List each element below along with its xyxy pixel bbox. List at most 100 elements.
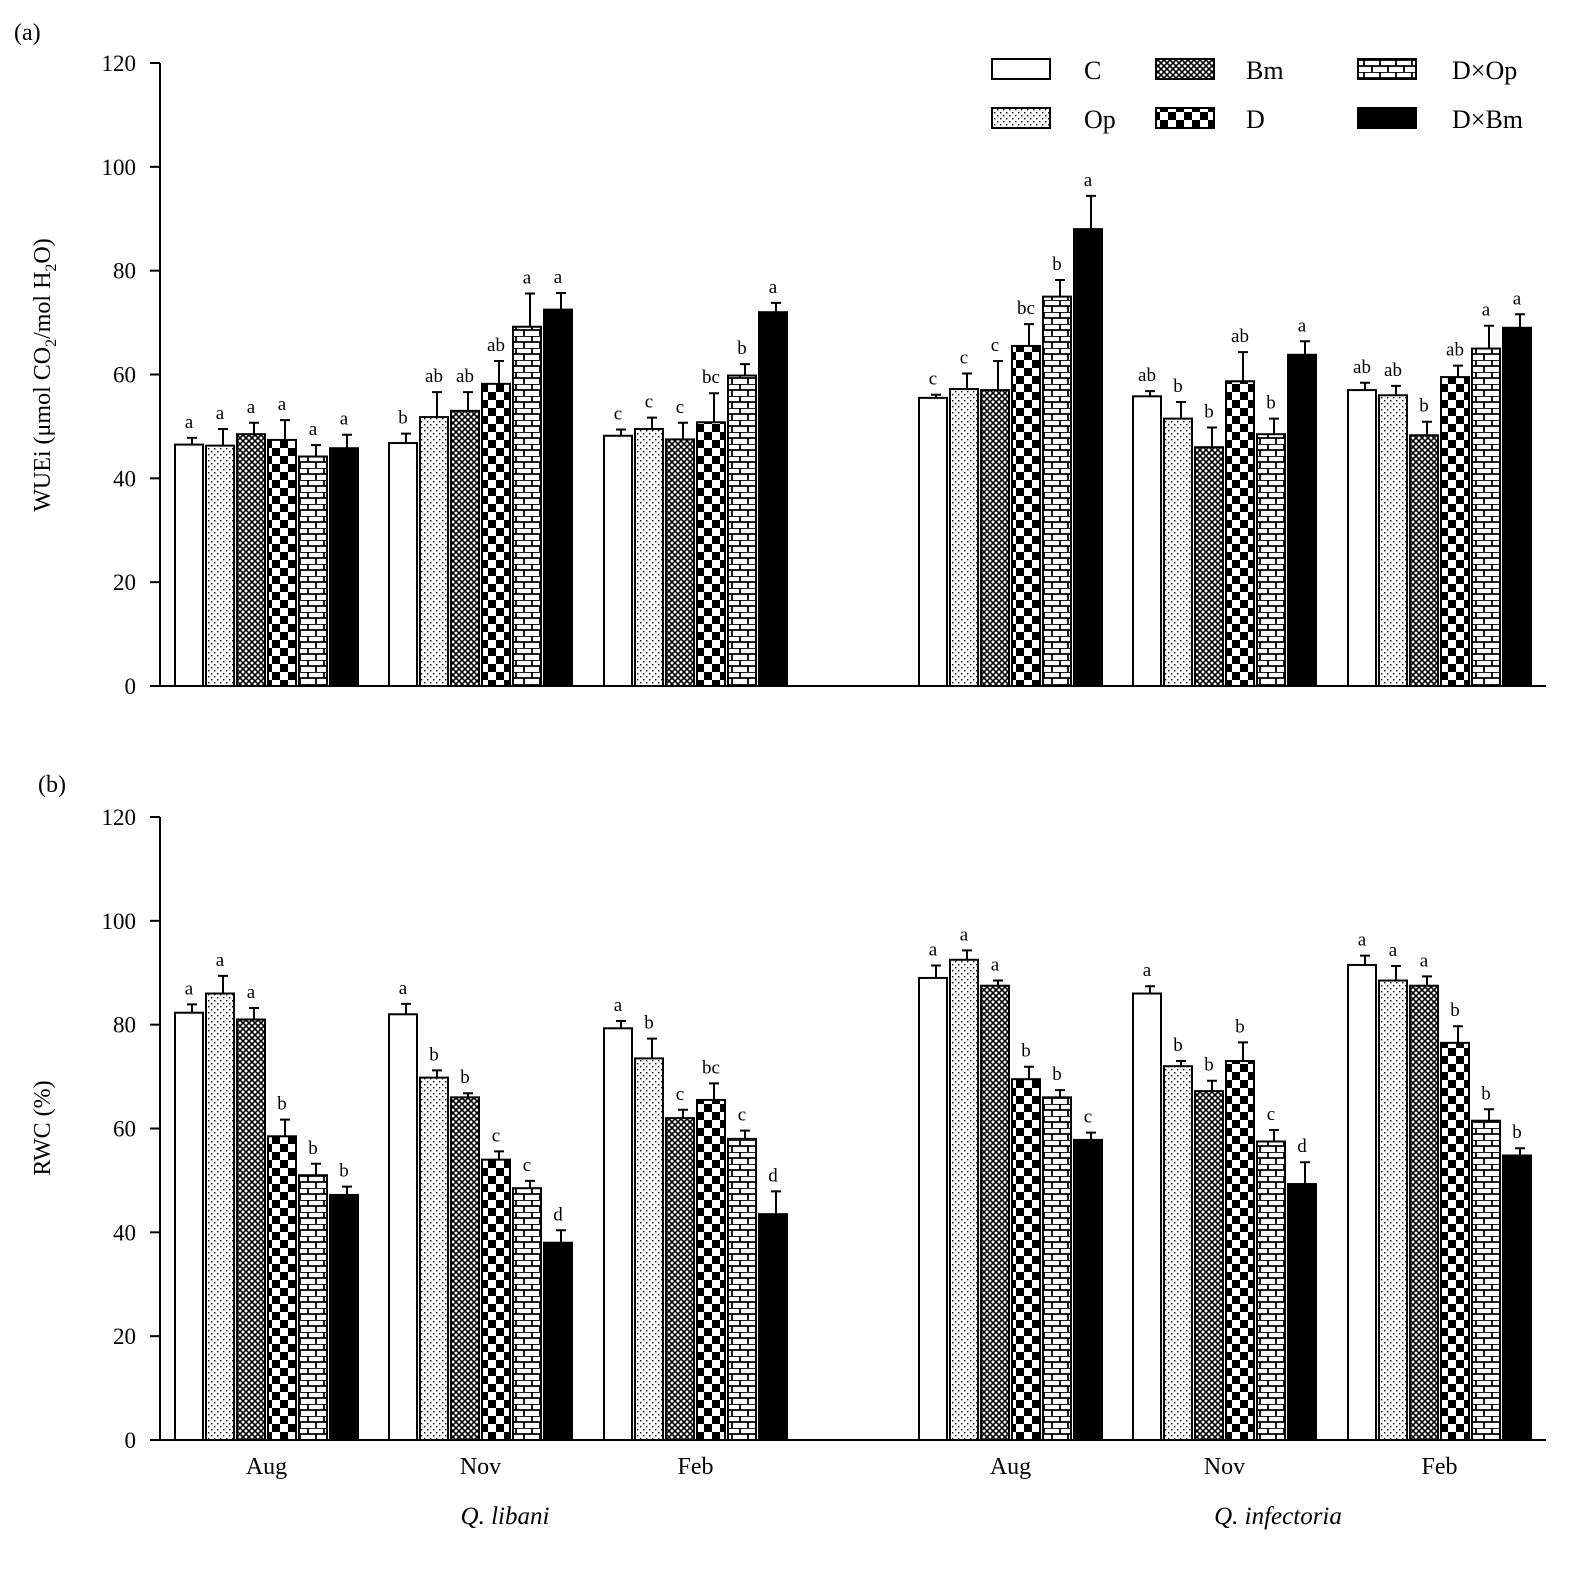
panel-b-error-bar: [494, 1150, 504, 1160]
panel-a-error-bar: [311, 444, 321, 457]
panel-a-significance-letter: b: [737, 338, 747, 359]
panel-a-bar: [205, 444, 235, 687]
panel-a-significance-letter: a: [1482, 300, 1491, 321]
panel-b-significance-letter: c: [523, 1155, 531, 1176]
panel-b-error-bar: [740, 1129, 750, 1139]
panel-b-significance-letter: c: [1084, 1107, 1092, 1128]
panel-b-error-bar: [249, 1007, 259, 1020]
panel-a-error-bar: [1391, 384, 1401, 396]
panel-b-significance-letter: b: [308, 1138, 318, 1159]
panel-b-significance-letter: a: [399, 978, 408, 999]
panel-b-significance-letter: b: [1173, 1035, 1183, 1056]
panel-b-error-bar: [218, 974, 228, 994]
panel-b-significance-letter: d: [768, 1165, 778, 1186]
panel-b-significance-letter: c: [738, 1105, 746, 1126]
panel-b-error-bar: [1422, 975, 1432, 986]
panel-a-error-bar: [1422, 420, 1432, 436]
panel-b-error-bar: [1238, 1041, 1248, 1062]
panel-b-bar: [1287, 1183, 1317, 1441]
panel-b-bar: [1042, 1096, 1072, 1441]
panel-a-error-bar: [249, 421, 259, 435]
panel-b-error-bar: [1269, 1129, 1279, 1142]
panel-b-bar: [205, 992, 235, 1441]
panel-a-y-tick-label: 120: [102, 51, 137, 76]
panel-b-bar: [665, 1117, 695, 1442]
panel-a-bar: [329, 447, 359, 688]
panel-a-error-bar: [771, 301, 781, 313]
category-label: Nov: [1204, 1454, 1245, 1480]
panel-b-bar: [1409, 984, 1439, 1442]
panel-a-significance-letter: b: [398, 408, 408, 429]
panel-b-bar: [267, 1135, 297, 1441]
panel-a-bar: [949, 388, 979, 687]
panel-b-error-bar: [1360, 954, 1370, 965]
panel-b-error-bar: [1024, 1065, 1034, 1080]
legend-swatch: [1155, 58, 1215, 80]
panel-b-significance-letter: c: [676, 1084, 684, 1105]
panel-a-significance-letter: ab: [1446, 340, 1464, 361]
panel-b-significance-letter: d: [1297, 1136, 1307, 1157]
panel-b-bar: [298, 1174, 328, 1441]
panel-a-significance-letter: ab: [1231, 326, 1249, 347]
panel-a-significance-letter: ab: [487, 335, 505, 356]
panel-a-bar: [1471, 347, 1501, 687]
panel-a-error-bar: [1484, 324, 1494, 349]
panel-b-error-bar: [187, 1003, 197, 1013]
legend-swatch: [991, 107, 1051, 129]
panel-a-y-tick-label: 20: [113, 570, 136, 595]
panel-b-bar: [758, 1213, 788, 1441]
panel-b-error-bar: [962, 949, 972, 960]
panel-a-bar: [388, 442, 418, 687]
panel-a-bar: [174, 443, 204, 687]
panel-a-error-bar: [647, 416, 657, 430]
panel-a-bar: [918, 396, 948, 687]
panel-a-significance-letter: b: [1266, 393, 1276, 414]
panel-b-significance-letter: b: [1235, 1016, 1245, 1037]
panel-a-error-bar: [280, 419, 290, 440]
panel-b-bar: [1011, 1078, 1041, 1442]
panel-a-error-bar: [525, 292, 535, 327]
panel-a-bar: [980, 389, 1010, 687]
panel-a-significance-letter: b: [1204, 401, 1214, 422]
panel-a-bar: [512, 325, 542, 687]
panel-a-error-bar: [494, 360, 504, 384]
panel-b-bar: [1073, 1138, 1103, 1441]
legend-swatch: [1357, 107, 1417, 129]
panel-a-bar: [298, 455, 328, 687]
panel-b-error-bar: [1484, 1108, 1494, 1121]
panel-b-error-bar: [463, 1092, 473, 1098]
panel-a-significance-letter: a: [216, 403, 225, 424]
panel-a-error-bar: [1055, 279, 1065, 297]
panel-a-significance-letter: ab: [425, 366, 443, 387]
panel-b-y-tick-label: 40: [113, 1220, 136, 1245]
panel-a-bar: [1440, 376, 1470, 687]
panel-a-bar: [727, 374, 757, 687]
panel-a-significance-letter: ab: [1353, 357, 1371, 378]
panel-b-bar: [727, 1137, 757, 1441]
panel-a-bar: [236, 433, 266, 687]
panel-a-significance-letter: a: [247, 397, 256, 418]
panel-b-significance-letter: b: [339, 1161, 349, 1182]
panel-b-significance-letter: b: [1052, 1064, 1062, 1085]
panel-b-bar: [1440, 1041, 1470, 1442]
panel-b-error-bar: [342, 1185, 352, 1195]
panel-b-error-bar: [432, 1069, 442, 1078]
panel-b-significance-letter: b: [429, 1044, 439, 1065]
panel-b-error-bar: [556, 1229, 566, 1243]
panel-b-y-tick-label: 60: [113, 1117, 136, 1142]
panel-a-bar: [1256, 433, 1286, 687]
panel-a-y-tick-label: 0: [125, 674, 137, 699]
panel-b-error-bar: [1176, 1060, 1186, 1067]
panel-a-significance-letter: b: [1173, 376, 1183, 397]
panel-a-bar: [1347, 389, 1377, 687]
panel-a-bar: [419, 416, 449, 687]
panel-a-error-bar: [1453, 364, 1463, 378]
panel-a-bar: [1287, 353, 1317, 687]
panel-b-significance-letter: a: [216, 950, 225, 971]
panel-a-y-tick-label: 100: [102, 155, 137, 180]
panel-b-significance-letter: b: [1450, 1000, 1460, 1021]
panel-b-y-axis-label: RWC (%): [30, 1080, 56, 1175]
panel-b-bar: [634, 1057, 664, 1441]
panel-b-significance-letter: a: [247, 982, 256, 1003]
